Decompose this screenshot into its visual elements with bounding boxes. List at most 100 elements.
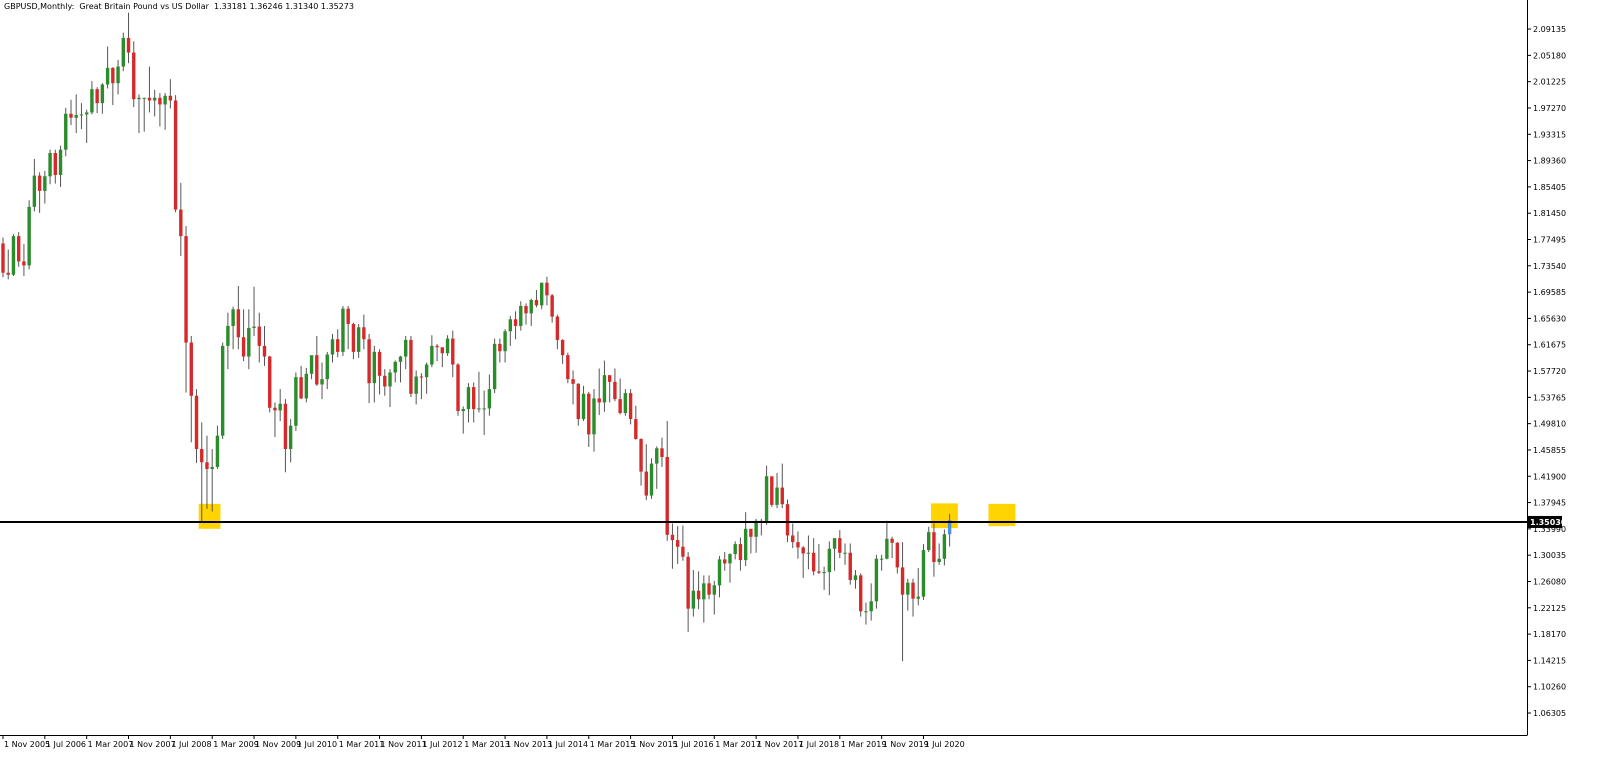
candle-body <box>859 575 863 612</box>
candle <box>147 66 152 113</box>
candle <box>320 362 324 400</box>
candle <box>754 518 758 553</box>
x-tick-label: 1 Nov 2017 <box>757 740 803 749</box>
candle <box>456 363 460 416</box>
candle-body <box>581 393 586 420</box>
candle <box>660 437 664 467</box>
candle <box>764 465 769 525</box>
candle-body <box>717 559 722 586</box>
y-tick-label: 1.37945 <box>1533 499 1566 508</box>
candle <box>482 390 486 436</box>
candle <box>90 81 94 115</box>
y-tick-label: 1.06305 <box>1533 709 1566 718</box>
candle <box>879 554 884 571</box>
candle <box>848 543 852 585</box>
candle-body <box>906 582 910 595</box>
candle <box>906 578 910 611</box>
candle-body <box>571 379 575 384</box>
candle <box>189 335 193 443</box>
candle-body <box>885 538 889 559</box>
candle-body <box>179 209 183 237</box>
candle-body <box>738 544 743 561</box>
candle-body <box>451 338 455 365</box>
y-tick-label: 1.69585 <box>1533 288 1566 297</box>
candle <box>702 575 706 623</box>
candle-body <box>707 583 711 595</box>
candle-body <box>921 550 926 597</box>
candle-body <box>152 97 157 101</box>
candle-body <box>100 84 105 104</box>
candle-body <box>555 316 560 340</box>
candle <box>205 435 209 509</box>
y-tick-label: 1.49810 <box>1533 420 1566 429</box>
candle <box>372 345 377 403</box>
candle-body <box>247 327 251 357</box>
candle <box>634 405 638 440</box>
candle <box>179 182 183 257</box>
candle <box>137 94 141 134</box>
candle <box>64 107 68 157</box>
candle <box>388 369 392 408</box>
candle <box>534 290 539 308</box>
candle-body <box>634 419 638 440</box>
candle-body <box>294 377 298 426</box>
candle <box>796 531 800 559</box>
candles <box>1 12 952 662</box>
candle-body <box>806 552 811 554</box>
candle <box>336 329 340 358</box>
candle <box>555 314 560 350</box>
candle <box>461 406 465 434</box>
candle-body <box>696 590 701 600</box>
candle-body <box>372 351 377 384</box>
candle-body <box>477 408 481 410</box>
x-tick-label: 1 Nov 2011 <box>381 740 427 749</box>
candle <box>937 543 941 565</box>
candle <box>231 306 235 350</box>
candle <box>220 342 225 440</box>
candle-body <box>142 97 146 99</box>
candle-body <box>723 559 727 564</box>
candle <box>48 149 52 185</box>
candle-body <box>513 319 518 326</box>
candle <box>806 535 811 570</box>
candle <box>1 237 5 278</box>
candle <box>32 158 37 212</box>
candle-body <box>388 372 392 387</box>
candle <box>639 438 643 486</box>
candle-body <box>665 456 669 535</box>
candle-body <box>58 149 63 175</box>
candle-body <box>613 381 617 400</box>
candle-body <box>11 236 16 275</box>
y-tick-label: 1.61675 <box>1533 341 1566 350</box>
candle <box>900 542 905 662</box>
candle <box>811 538 816 576</box>
x-tick-label: 1 Jul 2020 <box>924 740 964 749</box>
candle-body <box>791 535 795 543</box>
candle <box>158 93 162 127</box>
candle <box>226 312 230 370</box>
candle-body <box>827 548 832 573</box>
candle-body <box>534 300 539 306</box>
y-tick-label: 1.65630 <box>1533 314 1566 323</box>
candle <box>927 526 931 553</box>
candle-body <box>304 373 309 399</box>
candle-body <box>163 95 167 105</box>
candle-body <box>832 538 837 549</box>
candle <box>16 232 21 267</box>
candle-body <box>628 393 633 420</box>
candle <box>838 530 842 559</box>
candle <box>419 373 424 400</box>
candle-body <box>132 52 136 100</box>
candle-body <box>456 364 460 412</box>
candle <box>440 347 445 368</box>
candle-body <box>644 471 648 496</box>
candle <box>775 472 779 509</box>
candle-body <box>545 282 549 296</box>
candle-body <box>853 575 858 581</box>
candle <box>791 523 795 549</box>
candle <box>309 355 314 380</box>
candle-body <box>419 376 424 378</box>
candle <box>947 513 952 547</box>
candle <box>785 499 790 543</box>
candle <box>273 402 277 438</box>
